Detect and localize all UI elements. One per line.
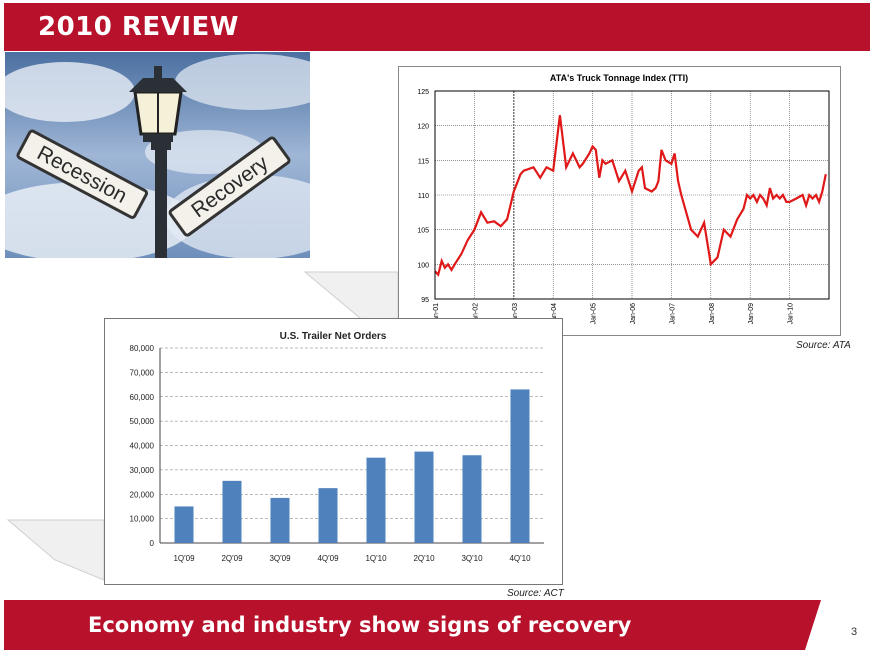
tti-line-chart: ATA's Truck Tonnage Index (TTI) 125 120 11… [417,73,830,325]
lamp-post-icon [129,66,187,142]
tti-y-tick-label: 105 [417,228,429,235]
orders-bar-chart: U.S. Trailer Net Orders 0 10,000 20,000 30,… [130,331,544,563]
orders-bar [414,451,434,543]
orders-source: Source: ACT [507,588,564,599]
orders-x-tick-label: 4Q'09 [317,554,339,563]
orders-x-tick-label: 3Q'10 [461,554,483,563]
orders-chart-title: U.S. Trailer Net Orders [280,331,387,342]
tti-series-line [434,115,827,277]
tti-chart-panel: ATA's Truck Tonnage Index (TTI) 125 120 11… [398,66,841,336]
orders-x-tick-label: 1Q'10 [365,554,387,563]
orders-x-tick-label: 3Q'09 [269,554,291,563]
orders-bar [318,488,338,543]
orders-y-tick-label: 0 [150,539,155,548]
tti-x-tick-label: Jan-08 [709,303,716,325]
tti-y-tick-label: 100 [417,262,429,269]
orders-x-tick-label: 4Q'10 [509,554,531,563]
header-bar [4,3,870,51]
callout-shadow-orders [6,519,105,581]
tti-x-tick-label: Jan-04 [551,303,558,325]
orders-bar [510,389,530,543]
orders-bar [222,480,242,543]
tti-chart-title: ATA's Truck Tonnage Index (TTI) [550,73,688,83]
tti-source: Source: ATA [796,340,851,351]
tti-y-tick-label: 115 [418,158,429,165]
tti-y-tick-label: 95 [421,297,429,304]
orders-x-tick-label: 2Q'09 [221,554,243,563]
slide-title: 2010 REVIEW [38,12,239,42]
orders-y-tick-label: 80,000 [130,344,155,353]
orders-y-tick-label: 20,000 [130,490,155,499]
footer-message: Economy and industry show signs of recov… [88,613,632,637]
orders-y-tick-label: 10,000 [130,515,155,524]
tti-x-tick-label: Jan-03 [512,303,519,325]
orders-y-tick-label: 30,000 [130,466,155,475]
tti-x-tick-label: Jan-05 [591,303,598,325]
tti-x-tick-label: Jan-06 [630,303,637,325]
orders-bar [174,506,194,543]
orders-x-tick-label: 1Q'09 [173,554,195,563]
tti-x-tick-label: Jan-02 [472,303,479,325]
orders-y-tick-label: 40,000 [130,442,155,451]
tti-x-tick-label: Jan-07 [669,303,676,325]
page-number: 3 [851,626,858,638]
orders-x-tick-label: 2Q'10 [413,554,435,563]
orders-bar [270,497,290,543]
tti-y-tick-label: 110 [418,193,429,200]
orders-bar [462,455,482,543]
orders-bar [366,457,386,543]
tti-x-tick-label: Jan-09 [748,303,755,325]
tti-x-tick-label: Jan-10 [788,303,795,325]
tti-y-tick-label: 120 [417,124,429,131]
tti-y-tick-label: 125 [417,89,429,96]
orders-y-tick-label: 60,000 [130,393,155,402]
footer-bar [4,600,821,650]
orders-chart-panel: U.S. Trailer Net Orders 0 10,000 20,000 30,… [104,318,563,585]
orders-y-tick-label: 50,000 [130,417,155,426]
street-sign-photo: Recession Recovery [5,52,310,258]
tti-x-tick-label: Jan-01 [433,303,440,325]
orders-y-tick-label: 70,000 [130,368,155,377]
